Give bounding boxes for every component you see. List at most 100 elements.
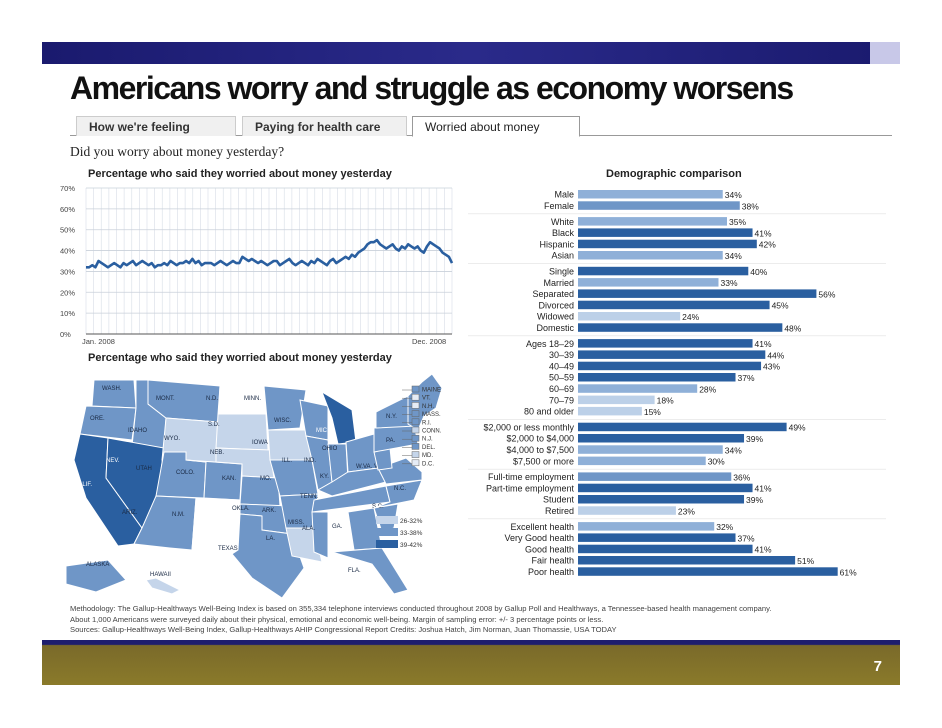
bar-category-label: Full-time employment <box>488 472 575 482</box>
state-label: WYO. <box>164 436 180 442</box>
state-label: OKLA. <box>232 506 250 512</box>
bar <box>578 422 787 432</box>
bar-value-label: 30% <box>708 457 725 467</box>
state-label: S.D. <box>208 422 220 428</box>
ne-swatch <box>411 402 420 409</box>
bar-value-label: 44% <box>767 350 784 360</box>
bar-category-label: Fair health <box>531 556 574 566</box>
bar <box>578 472 732 481</box>
bar-value-label: 32% <box>716 522 733 532</box>
state-label: WISC. <box>274 418 292 424</box>
y-tick-label: 70% <box>60 184 75 193</box>
state-label: N.D. <box>206 396 218 402</box>
state-label: MONT. <box>156 396 175 402</box>
y-tick-label: 20% <box>60 288 75 297</box>
ne-state-label: CONN. <box>422 429 442 435</box>
footer-notes: Methodology: The Gallup-Healthways Well-… <box>70 604 900 636</box>
y-tick-label: 30% <box>60 267 75 276</box>
ne-state-label: N.H. <box>422 404 434 410</box>
state-label: WASH. <box>102 386 122 392</box>
bar-value-label: 33% <box>720 278 737 288</box>
bar <box>578 495 745 504</box>
bar <box>578 556 796 565</box>
bar <box>578 289 817 298</box>
bar <box>578 217 727 226</box>
bar-value-label: 51% <box>797 556 814 566</box>
bar-category-label: Good health <box>525 544 574 554</box>
ne-swatch <box>411 393 420 401</box>
bar-value-label: 38% <box>742 201 759 211</box>
state-alaska <box>65 559 127 593</box>
state-label: TENN. <box>300 494 318 500</box>
bar-value-label: 40% <box>750 267 767 277</box>
bar-category-label: Separated <box>532 289 574 299</box>
tab-how-were-feeling[interactable]: How we're feeling <box>76 116 236 136</box>
bar-category-label: 70–79 <box>549 395 574 405</box>
state-label: MO. <box>260 476 272 482</box>
bar <box>578 201 740 210</box>
bar-value-label: 35% <box>729 217 746 227</box>
state-label: TEXAS <box>218 546 238 552</box>
line-chart: 0% 10% 20% 30% 40% 50% 60% 70% Jan. 2008 Dec. 200… <box>60 184 454 346</box>
bar-value-label: 34% <box>725 251 742 261</box>
legend-swatch <box>376 528 398 536</box>
bar-category-label: White <box>551 217 574 227</box>
bar <box>578 190 723 199</box>
bar-category-label: Retired <box>545 506 574 516</box>
state-minn <box>263 385 307 431</box>
bar-category-label: Divorced <box>538 300 574 310</box>
tab-bar: How we're feeling Paying for health care… <box>70 114 892 137</box>
y-tick-label: 10% <box>60 309 75 318</box>
state-wash <box>91 379 137 409</box>
bar <box>578 300 770 310</box>
bar-category-label: Widowed <box>537 312 574 322</box>
y-tick-label: 40% <box>60 247 75 256</box>
demographic-bar-chart: Male 34% Female 38% White 35% Black 41% Hispanic… <box>468 190 886 577</box>
state-label: MISS. <box>288 520 305 526</box>
tab-paying-for-health-care[interactable]: Paying for health care <box>242 116 407 136</box>
state-label: GA. <box>332 524 343 530</box>
state-label: KY. <box>320 474 329 480</box>
state-label: ALA. <box>302 526 315 532</box>
bar-category-label: 40–49 <box>549 361 574 371</box>
ne-swatch <box>411 434 420 442</box>
bar-value-label: 15% <box>644 407 661 417</box>
tab-worried-about-money[interactable]: Worried about money <box>412 116 580 137</box>
bar-category-label: Single <box>549 267 574 277</box>
state-label: ARIZ. <box>122 510 138 516</box>
bar-value-label: 43% <box>763 362 780 372</box>
ne-state-label: VT. <box>422 396 431 402</box>
y-tick-label: 60% <box>60 205 75 214</box>
bar <box>578 323 783 332</box>
bar-category-label: Domestic <box>536 323 574 333</box>
bar <box>578 251 723 260</box>
bar-value-label: 41% <box>755 228 772 238</box>
bar-category-label: 30–39 <box>549 350 574 360</box>
page-number: 7 <box>873 658 882 675</box>
bar <box>578 544 753 554</box>
bar-category-label: 80 and older <box>524 407 574 417</box>
legend-label: 26-32% <box>400 518 423 525</box>
bar-category-label: $2,000 to $4,000 <box>506 434 574 444</box>
bar <box>578 239 757 249</box>
bar-value-label: 37% <box>738 533 755 543</box>
bar <box>578 395 655 405</box>
bar <box>578 522 715 531</box>
bar-value-label: 36% <box>733 472 750 482</box>
ne-swatch <box>411 410 420 417</box>
ne-state-label: R.I. <box>422 420 432 426</box>
bar <box>578 278 719 287</box>
bar-category-label: Male <box>554 190 574 200</box>
bar <box>578 434 745 443</box>
bar-category-label: Female <box>544 201 574 211</box>
bar-value-label: 24% <box>682 312 699 322</box>
bar-category-label: $4,000 to $7,500 <box>506 445 574 455</box>
bar <box>578 384 698 393</box>
state-label: PA. <box>386 438 396 444</box>
bar <box>578 506 676 515</box>
state-label: ARK. <box>262 508 276 514</box>
bar-value-label: 42% <box>759 240 776 250</box>
bar-value-label: 37% <box>738 373 755 383</box>
us-map: WASH. ORE. CALIF. IDAHO NEV. MONT. WYO. UTAH ARI… <box>65 373 443 598</box>
state-label: KAN. <box>222 476 236 482</box>
